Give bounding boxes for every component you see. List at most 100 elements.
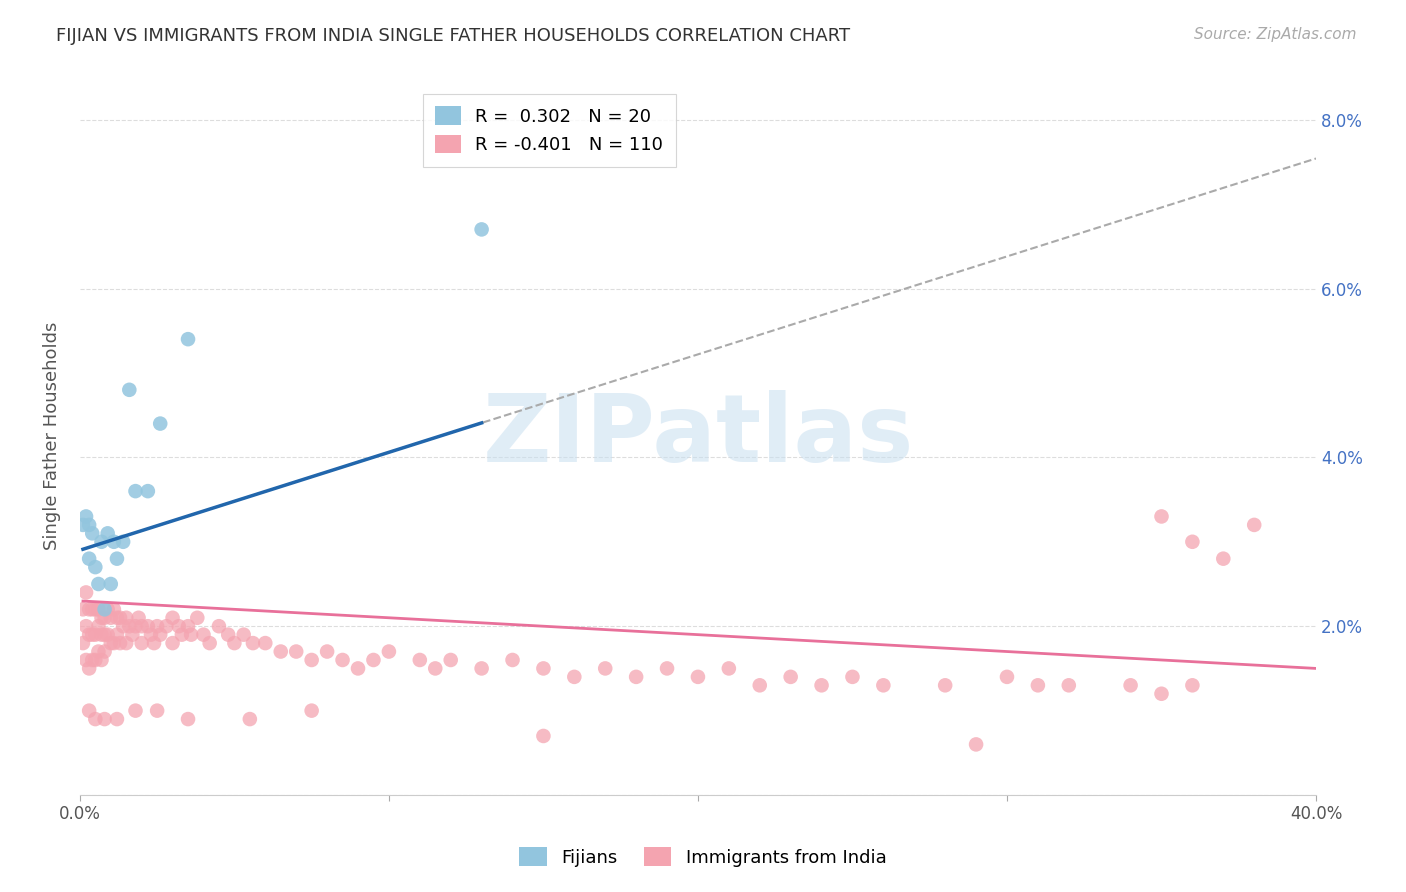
Point [84, 653, 107, 667]
Point [112, 534, 135, 549]
Point [1212, 551, 1234, 566]
Point [77, 517, 100, 532]
Point [82, 602, 104, 616]
Point [471, 222, 494, 236]
Point [90, 653, 112, 667]
Point [301, 704, 323, 718]
Point [409, 653, 432, 667]
Point [1243, 517, 1265, 532]
Point [77, 704, 100, 718]
Point [378, 644, 401, 658]
Point [131, 619, 153, 633]
Point [105, 551, 128, 566]
Point [177, 619, 200, 633]
Point [100, 577, 122, 591]
Point [1181, 534, 1204, 549]
Point [103, 534, 125, 549]
Point [440, 653, 463, 667]
Point [347, 661, 370, 675]
Point [180, 627, 202, 641]
Point [177, 712, 200, 726]
Point [115, 611, 138, 625]
Point [841, 670, 863, 684]
Point [118, 383, 141, 397]
Point [655, 661, 678, 675]
Point [103, 602, 125, 616]
Point [87, 619, 110, 633]
Legend: Fijians, Immigrants from India: Fijians, Immigrants from India [512, 840, 894, 874]
Point [75, 585, 97, 599]
Point [242, 636, 264, 650]
Point [143, 636, 166, 650]
Point [224, 636, 246, 650]
Point [108, 611, 131, 625]
Point [105, 712, 128, 726]
Point [100, 636, 122, 650]
Point [270, 644, 292, 658]
Point [332, 653, 354, 667]
Point [1150, 509, 1173, 524]
Point [97, 627, 120, 641]
Point [995, 670, 1018, 684]
Point [1119, 678, 1142, 692]
Point [1150, 687, 1173, 701]
Point [170, 627, 193, 641]
Point [965, 738, 987, 752]
Point [533, 729, 555, 743]
Point [167, 619, 190, 633]
Point [87, 577, 110, 591]
Text: FIJIAN VS IMMIGRANTS FROM INDIA SINGLE FATHER HOUSEHOLDS CORRELATION CHART: FIJIAN VS IMMIGRANTS FROM INDIA SINGLE F… [56, 27, 851, 45]
Point [285, 644, 308, 658]
Point [502, 653, 524, 667]
Point [217, 627, 239, 641]
Point [84, 627, 107, 641]
Point [779, 670, 801, 684]
Point [97, 526, 120, 541]
Point [239, 712, 262, 726]
Point [934, 678, 956, 692]
Point [624, 670, 647, 684]
Point [93, 602, 115, 616]
Point [198, 636, 221, 650]
Point [75, 619, 97, 633]
Point [75, 653, 97, 667]
Point [593, 661, 616, 675]
Point [90, 534, 112, 549]
Point [232, 627, 254, 641]
Point [186, 611, 208, 625]
Point [155, 619, 177, 633]
Point [149, 417, 172, 431]
Point [72, 602, 94, 616]
Point [105, 627, 128, 641]
Point [208, 619, 231, 633]
Point [146, 704, 169, 718]
Point [254, 636, 277, 650]
Point [72, 636, 94, 650]
Point [124, 619, 146, 633]
Point [136, 484, 159, 499]
Point [1181, 678, 1204, 692]
Point [87, 644, 110, 658]
Point [425, 661, 447, 675]
Point [77, 602, 100, 616]
Point [90, 611, 112, 625]
Point [146, 619, 169, 633]
Legend: R =  0.302   N = 20, R = -0.401   N = 110: R = 0.302 N = 20, R = -0.401 N = 110 [423, 94, 675, 167]
Point [131, 636, 153, 650]
Point [686, 670, 709, 684]
Point [124, 484, 146, 499]
Point [97, 602, 120, 616]
Point [177, 332, 200, 346]
Point [717, 661, 740, 675]
Point [136, 619, 159, 633]
Text: Source: ZipAtlas.com: Source: ZipAtlas.com [1194, 27, 1357, 42]
Point [118, 619, 141, 633]
Point [301, 653, 323, 667]
Point [115, 636, 138, 650]
Y-axis label: Single Father Households: Single Father Households [44, 322, 60, 550]
Point [112, 619, 135, 633]
Point [84, 560, 107, 574]
Point [149, 627, 172, 641]
Point [100, 611, 122, 625]
Point [77, 661, 100, 675]
